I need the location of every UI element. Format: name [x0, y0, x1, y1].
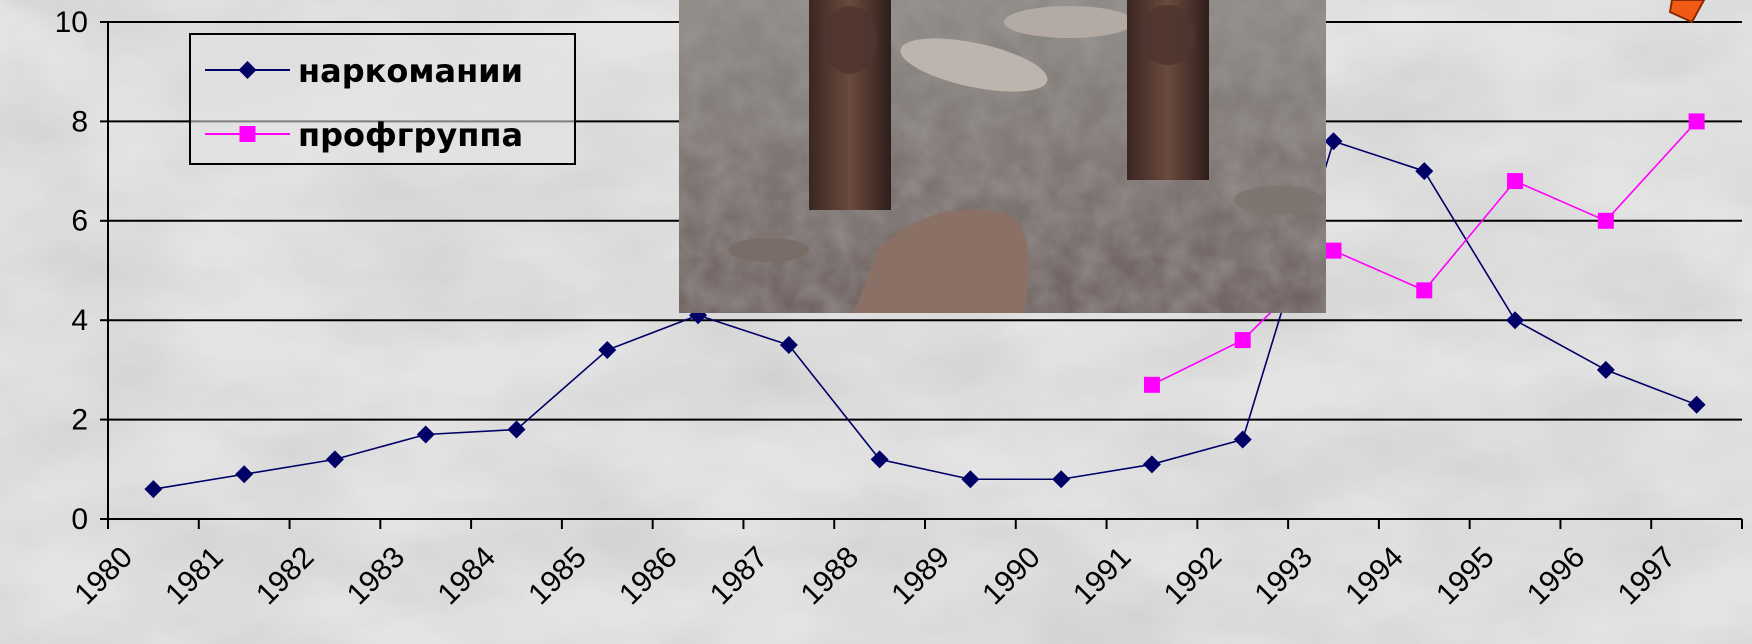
data-point-square — [1507, 173, 1524, 190]
data-point-square — [1597, 212, 1614, 229]
data-point-diamond — [961, 470, 980, 489]
series-layer — [144, 113, 1706, 499]
data-point-diamond — [416, 425, 435, 444]
orange-square-shape — [1668, 0, 1706, 24]
data-point-diamond — [235, 465, 254, 484]
legend-square-marker — [239, 126, 256, 142]
data-point-diamond — [1233, 430, 1252, 449]
data-point-diamond — [1506, 311, 1525, 330]
data-point-square — [1143, 376, 1160, 393]
y-tick-label: 6 — [71, 205, 88, 238]
data-point-diamond — [507, 420, 526, 439]
data-point-diamond — [1324, 132, 1343, 151]
legend-diamond-marker — [238, 61, 257, 79]
stone-idols-image — [679, 0, 1326, 313]
legend-label-narcomania: наркомании — [298, 52, 523, 90]
legend-box — [189, 33, 576, 165]
data-point-diamond — [1415, 162, 1434, 181]
data-point-diamond — [325, 450, 344, 469]
legend-item-narcomania: наркомании — [205, 52, 523, 90]
data-point-diamond — [1596, 360, 1615, 379]
series-1 — [1143, 113, 1705, 393]
legend-item-profgroup: профгруппа — [205, 116, 523, 154]
y-tick-label: 8 — [71, 105, 88, 138]
data-point-diamond — [1687, 395, 1706, 414]
y-tick-label: 10 — [55, 6, 88, 39]
y-tick-label: 2 — [71, 404, 88, 437]
data-point-square — [1416, 282, 1433, 299]
y-axis-ticks: 0 2 4 6 8 10 — [55, 6, 108, 536]
inset-photo — [679, 0, 1326, 313]
data-point-diamond — [1052, 470, 1071, 489]
legend-label-profgroup: профгруппа — [298, 116, 523, 154]
data-point-square — [1325, 242, 1342, 259]
y-tick-label: 4 — [71, 304, 88, 337]
data-point-diamond — [870, 450, 889, 469]
y-tick-label: 0 — [71, 503, 88, 536]
data-point-diamond — [1142, 455, 1161, 474]
data-point-square — [1688, 113, 1705, 130]
data-point-diamond — [779, 336, 798, 355]
data-point-diamond — [598, 341, 617, 360]
legend: наркомании профгруппа — [189, 33, 576, 165]
data-point-square — [1234, 332, 1251, 349]
series-line — [153, 140, 1697, 490]
series-0 — [144, 132, 1706, 499]
data-point-diamond — [144, 480, 163, 499]
